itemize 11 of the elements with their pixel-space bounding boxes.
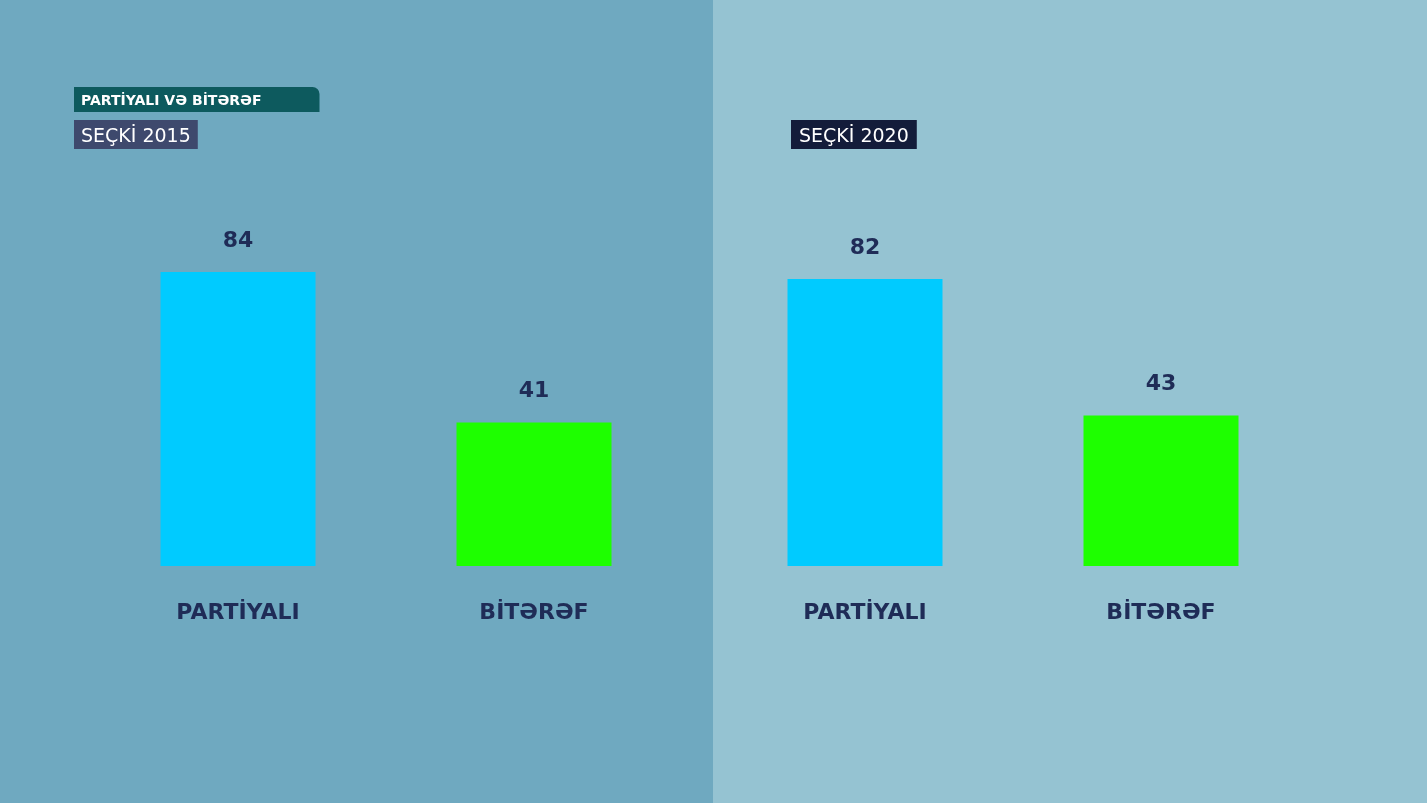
chart-title: SEÇKİ 2020	[799, 123, 909, 146]
data-label: 43	[1145, 370, 1177, 395]
data-label: 82	[849, 233, 881, 259]
x-tick-label: PARTİYALI	[176, 598, 300, 624]
chart-subtitle: SEÇKİ 2015	[81, 123, 191, 146]
data-label: 41	[518, 377, 550, 402]
chart-title: PARTİYALI VƏ BİTƏRƏF	[81, 92, 262, 108]
data-label: 84	[222, 226, 254, 252]
x-tick-label: BİTƏRƏF	[479, 598, 589, 624]
x-tick-label: BİTƏRƏF	[1106, 598, 1216, 624]
x-tick-label: PARTİYALI	[803, 598, 927, 624]
